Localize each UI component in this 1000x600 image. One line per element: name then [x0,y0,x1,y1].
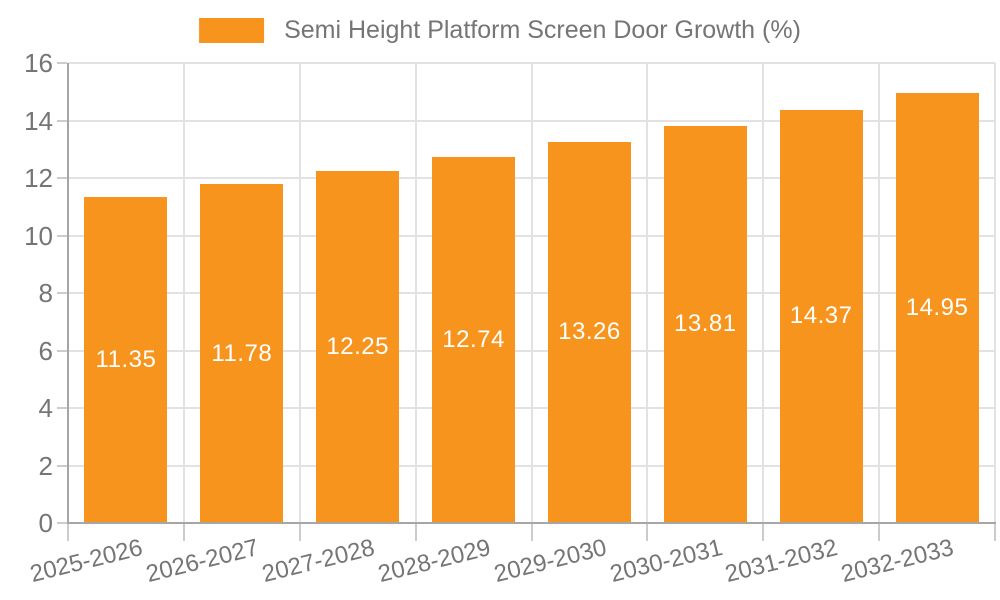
bar: 11.35 [84,196,168,523]
x-axis-tick [414,524,417,541]
y-axis-tick [57,177,67,179]
y-axis-line [67,63,69,523]
y-axis-tick-label: 4 [38,393,53,423]
y-axis-tick [57,119,67,122]
x-gridline [646,63,649,523]
x-axis-tick [67,524,69,541]
bar-value-label: 11.78 [211,339,273,367]
x-axis-tick [530,524,533,541]
x-axis-tick-label: 2029-2030 [491,534,609,588]
bar: 13.26 [547,141,631,523]
x-gridline [298,63,301,523]
x-axis-tick [994,524,996,541]
x-gridline [182,63,185,523]
y-axis-tick [57,407,67,409]
y-axis-tick-label: 6 [38,335,53,366]
y-axis-tick-label: 8 [38,278,53,308]
y-axis-tick-label: 10 [24,220,53,251]
x-axis-tick [298,524,301,541]
x-axis-tick [878,524,881,541]
x-axis-tick [762,524,765,541]
x-axis-line [67,522,996,524]
y-axis-tick [57,464,67,467]
bar: 11.78 [200,184,284,523]
y-axis-tick [57,292,67,294]
y-axis-tick [57,349,67,352]
x-axis-tick-label: 2026-2027 [143,534,262,588]
y-axis-tick-label: 12 [24,163,53,193]
x-gridline [878,63,881,523]
legend-item[interactable]: Semi Height Platform Screen Door Growth … [199,16,801,44]
x-axis-tick-label: 2025-2026 [27,534,146,588]
x-axis-tick [646,524,649,541]
y-axis-tick-label: 0 [38,508,53,538]
x-axis-tick-label: 2030-2031 [606,534,725,588]
x-axis-tick-label: 2027-2028 [259,534,378,588]
legend-label: Semi Height Platform Screen Door Growth … [284,16,801,44]
x-axis-tick-label: 2031-2032 [722,534,841,588]
y-axis-tick-label: 16 [24,48,53,78]
x-gridline [530,63,533,523]
bar: 14.37 [779,109,863,523]
bar: 12.25 [316,170,400,523]
x-axis-tick [182,524,185,541]
y-axis-tick-label: 14 [24,105,53,136]
bar-value-label: 14.37 [789,302,853,330]
y-axis-tick [57,522,67,524]
x-gridline [762,63,765,523]
x-gridline [994,63,996,523]
bar-value-label: 14.95 [905,294,969,322]
bar: 12.74 [432,156,516,523]
bar-value-label: 11.35 [95,345,157,373]
x-axis-tick-label: 2028-2029 [375,534,494,588]
x-axis-tick-label: 2032-2033 [838,534,957,588]
bar-value-label: 12.74 [442,325,505,353]
y-axis-tick-label: 2 [38,450,53,481]
legend-swatch [199,17,265,43]
bar: 14.95 [895,93,979,523]
bar: 13.81 [663,125,747,523]
bar-value-label: 13.81 [674,310,737,338]
x-gridline [414,63,417,523]
bar-value-label: 12.25 [326,332,389,360]
y-axis-tick [57,234,67,237]
y-axis-tick [57,62,67,64]
bar-value-label: 13.26 [558,318,621,346]
